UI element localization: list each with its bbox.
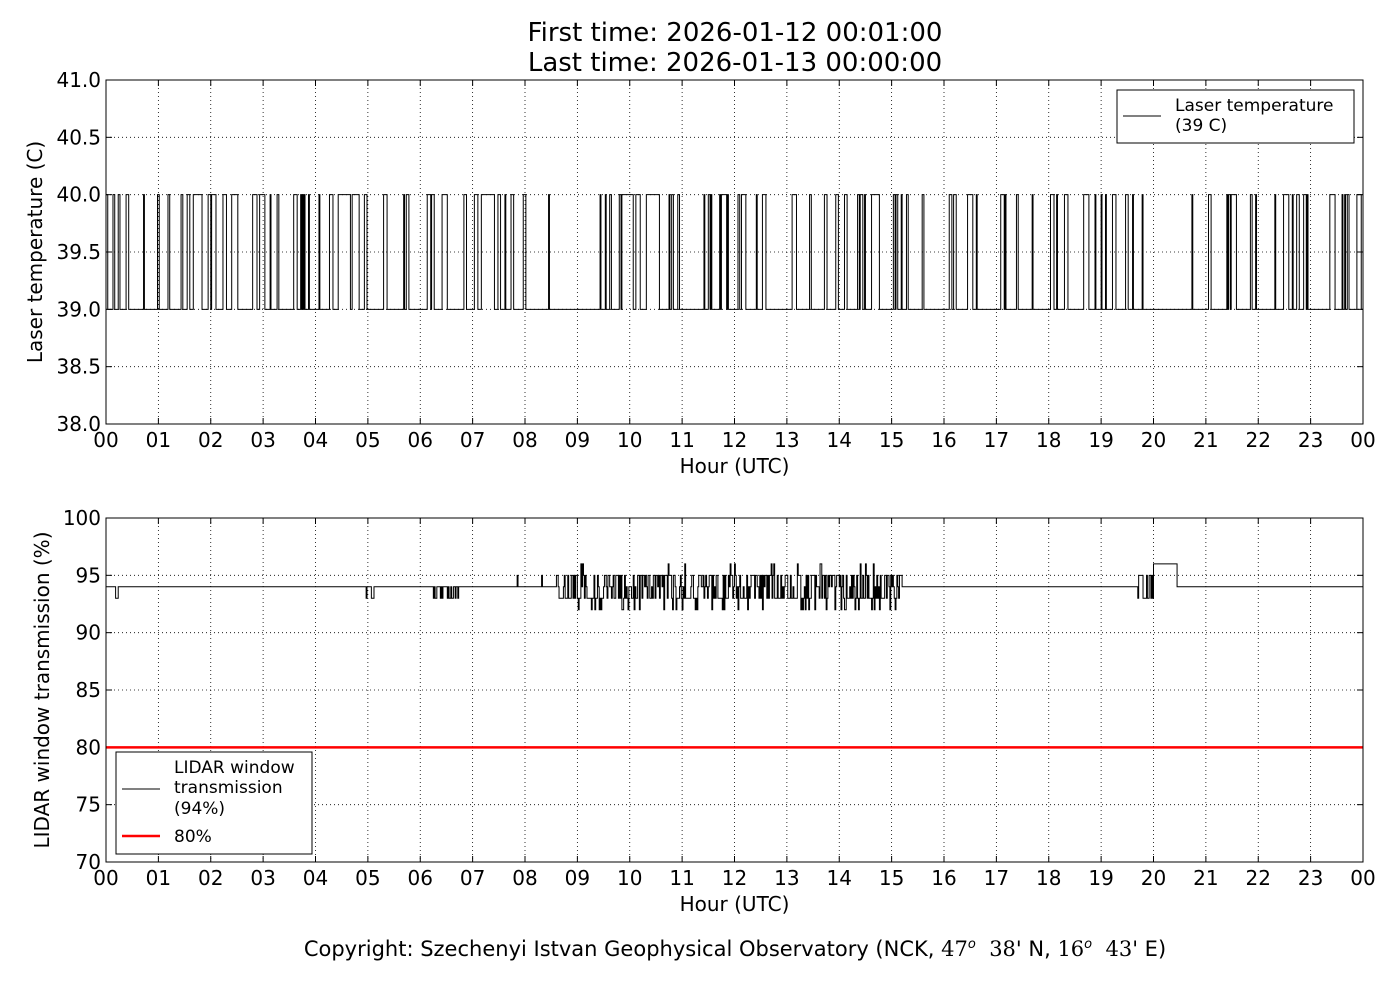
x-tick-label: 07 bbox=[460, 866, 485, 890]
x-tick-label: 09 bbox=[565, 866, 590, 890]
longitude-minutes: 43 bbox=[1105, 937, 1133, 961]
x-tick-label: 20 bbox=[1141, 428, 1166, 452]
x-tick-label: 03 bbox=[250, 428, 275, 452]
y-tick-label: 38.0 bbox=[56, 412, 101, 436]
x-axis-label: Hour (UTC) bbox=[680, 892, 790, 916]
x-tick-label: 02 bbox=[198, 866, 223, 890]
y-tick-label: 100 bbox=[63, 506, 101, 530]
x-tick-label: 19 bbox=[1088, 866, 1113, 890]
x-tick-label: 08 bbox=[512, 428, 537, 452]
x-tick-label: 13 bbox=[774, 866, 799, 890]
legend-value: (39 C) bbox=[1175, 116, 1227, 136]
y-tick-label: 40.0 bbox=[56, 183, 101, 207]
y-tick-label: 70 bbox=[76, 850, 101, 874]
chart-2: 00 01 02 03 04 05 06 07 08 09 10 11 12 13 14 15 16 17 18 19… bbox=[30, 506, 1376, 916]
y-axis-label: Laser temperature (C) bbox=[23, 141, 47, 363]
x-tick-label: 06 bbox=[408, 428, 433, 452]
x-tick-label: 15 bbox=[879, 866, 904, 890]
y-tick-label: 95 bbox=[76, 563, 101, 587]
x-tick-label: 05 bbox=[355, 866, 380, 890]
x-tick-label: 12 bbox=[722, 866, 747, 890]
x-tick-label: 00 bbox=[1350, 428, 1375, 452]
chart-title-first-time: First time: 2026-01-12 00:01:00 bbox=[527, 18, 943, 48]
x-tick-label: 20 bbox=[1141, 866, 1166, 890]
x-tick-label: 16 bbox=[931, 866, 956, 890]
x-tick-label: 18 bbox=[1036, 866, 1061, 890]
copyright-footer: Copyright: Szechenyi Istvan Geophysical … bbox=[0, 937, 1400, 961]
x-tick-label: 00 bbox=[93, 428, 118, 452]
legend-label-threshold: 80% bbox=[174, 827, 212, 847]
x-tick-label: 05 bbox=[355, 428, 380, 452]
x-tick-label: 13 bbox=[774, 428, 799, 452]
x-tick-label: 17 bbox=[984, 866, 1009, 890]
x-tick-label: 00 bbox=[1350, 866, 1375, 890]
y-tick-label: 39.5 bbox=[56, 240, 101, 264]
y-tick-label: 90 bbox=[76, 621, 101, 645]
longitude-degrees: 16 bbox=[1057, 937, 1085, 961]
x-tick-label: 00 bbox=[93, 866, 118, 890]
x-tick-label: 09 bbox=[565, 428, 590, 452]
longitude-suffix: ' E) bbox=[1132, 937, 1167, 961]
longitude-degree-mark: o bbox=[1084, 937, 1093, 952]
x-tick-label: 02 bbox=[198, 428, 223, 452]
plot-frame bbox=[105, 79, 1364, 425]
y-tick-label: 80 bbox=[76, 735, 101, 759]
x-tick-label: 21 bbox=[1193, 866, 1218, 890]
x-tick-label: 06 bbox=[408, 866, 433, 890]
copyright-text: Copyright: Szechenyi Istvan Geophysical … bbox=[303, 937, 942, 961]
x-tick-label: 01 bbox=[146, 866, 171, 890]
x-tick-label: 19 bbox=[1088, 428, 1113, 452]
x-tick-label: 04 bbox=[303, 866, 328, 890]
x-tick-label: 18 bbox=[1036, 428, 1061, 452]
legend-label: Laser temperature bbox=[1175, 96, 1333, 116]
legend-label: LIDAR window bbox=[174, 758, 295, 778]
x-tick-label: 21 bbox=[1193, 428, 1218, 452]
x-tick-label: 14 bbox=[827, 866, 852, 890]
x-tick-label: 10 bbox=[617, 866, 642, 890]
x-tick-label: 15 bbox=[879, 428, 904, 452]
x-tick-label: 11 bbox=[669, 428, 694, 452]
x-tick-label: 08 bbox=[512, 866, 537, 890]
plot-frame bbox=[105, 517, 1364, 863]
y-tick-label: 39.0 bbox=[56, 297, 101, 321]
x-tick-label: 12 bbox=[722, 428, 747, 452]
latitude-degrees: 47 bbox=[941, 937, 968, 961]
legend: Laser temperature(39 C) bbox=[1116, 89, 1355, 144]
y-tick-label: 40.5 bbox=[56, 125, 101, 149]
x-tick-label: 11 bbox=[669, 866, 694, 890]
legend-value: (94%) bbox=[174, 799, 225, 819]
x-tick-label: 17 bbox=[984, 428, 1009, 452]
y-axis-label: LIDAR window transmission (%) bbox=[30, 532, 54, 849]
grid-lines bbox=[106, 80, 1363, 424]
series-line-1 bbox=[106, 563, 1363, 611]
x-axis-label: Hour (UTC) bbox=[680, 454, 790, 478]
x-tick-label: 01 bbox=[146, 428, 171, 452]
chart-1: 00 01 02 03 04 05 06 07 08 09 10 11 12 13 14 15 16 17 18 19… bbox=[23, 68, 1376, 478]
x-tick-label: 23 bbox=[1298, 866, 1323, 890]
x-tick-label: 10 bbox=[617, 428, 642, 452]
x-tick-label: 23 bbox=[1298, 428, 1323, 452]
legend-label-cont: transmission bbox=[174, 778, 283, 798]
y-tick-label: 41.0 bbox=[56, 68, 101, 92]
x-tick-label: 07 bbox=[460, 428, 485, 452]
y-tick-label: 75 bbox=[76, 793, 101, 817]
latitude-minutes: 38 bbox=[989, 937, 1016, 961]
x-tick-label: 16 bbox=[931, 428, 956, 452]
chart-title-last-time: Last time: 2026-01-13 00:00:00 bbox=[527, 48, 943, 78]
x-tick-label: 22 bbox=[1246, 428, 1271, 452]
latitude-suffix: ' N, bbox=[1015, 937, 1058, 961]
charts-canvas: 00 01 02 03 04 05 06 07 08 09 10 11 12 13 14 15 16 17 18 19… bbox=[23, 68, 1376, 916]
x-tick-label: 04 bbox=[303, 428, 328, 452]
x-tick-label: 22 bbox=[1246, 866, 1271, 890]
x-tick-label: 03 bbox=[250, 866, 275, 890]
x-tick-label: 14 bbox=[827, 428, 852, 452]
series-line-1 bbox=[106, 194, 1363, 310]
y-tick-label: 38.5 bbox=[56, 355, 101, 379]
y-tick-label: 85 bbox=[76, 678, 101, 702]
latitude-degree-mark: o bbox=[967, 937, 976, 952]
